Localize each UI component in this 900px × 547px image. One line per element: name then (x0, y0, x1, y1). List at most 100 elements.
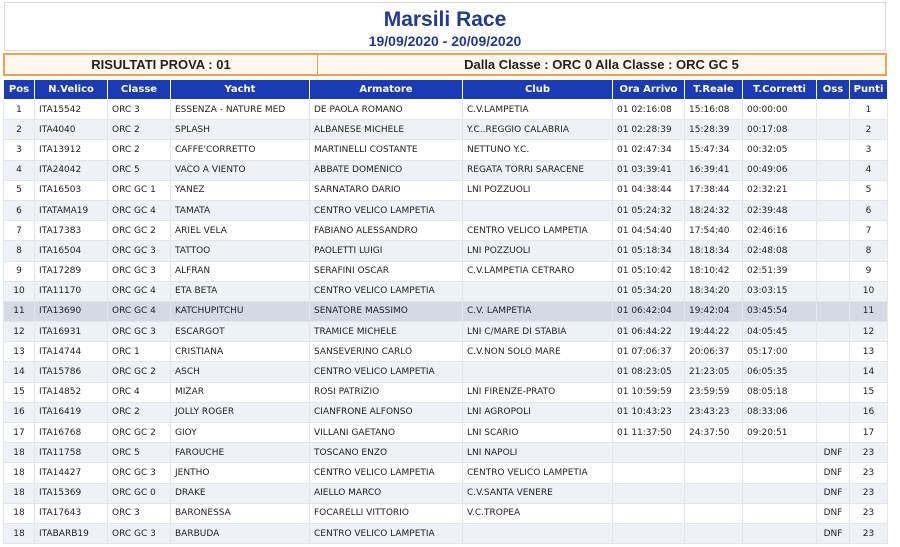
cell-notes (816, 98, 850, 121)
cell-arrival-time: 01 11:37:50 (612, 421, 685, 444)
cell-yacht: KATCHUPITCHU (170, 300, 310, 323)
col-header-corrected-time: T.Corretti (742, 79, 817, 100)
table-row: 7 ITA17383 ORC GC 2 ARIEL VELA FABIANO ALESS… (3, 220, 888, 242)
cell-owner: CENTRO VELICO LAMPETIA (309, 522, 463, 545)
cell-sail-number: ITA17289 (34, 260, 108, 282)
cell-class: ORC GC 3 (107, 522, 171, 545)
cell-class: ORC 4 (107, 381, 171, 403)
table-row: 3 ITA13912 ORC 2 CAFFE'CORRETTO MARTINELLI C… (3, 139, 888, 161)
cell-arrival-time (612, 502, 685, 524)
cell-arrival-time: 01 08:23:05 (612, 361, 685, 383)
cell-sail-number: ITA14427 (34, 462, 108, 484)
cell-notes (816, 280, 850, 302)
cell-arrival-time: 01 05:10:42 (612, 260, 685, 282)
title-box: Marsili Race 19/09/2020 - 20/09/2020 (4, 2, 886, 51)
cell-points: 12 (849, 321, 888, 343)
cell-pos: 4 (3, 159, 35, 181)
cell-real-time: 17:54:40 (684, 220, 743, 242)
cell-points: 6 (849, 199, 888, 222)
cell-class: ORC 2 (107, 119, 171, 141)
cell-owner: TOSCANO ENZO (309, 442, 463, 464)
cell-club: C.V.LAMPETIA CETRARO (462, 260, 613, 282)
cell-real-time: 20:06:37 (684, 341, 743, 363)
cell-arrival-time: 01 04:54:40 (612, 220, 685, 242)
cell-real-time: 15:28:39 (684, 119, 743, 141)
cell-notes: DNF (816, 522, 850, 545)
cell-class: ORC GC 3 (107, 240, 171, 262)
cell-class: ORC GC 4 (107, 300, 171, 323)
table-row: 15 ITA14852 ORC 4 MIZAR ROSI PATRIZIO LNI FIR… (3, 381, 888, 403)
cell-club (462, 522, 613, 545)
cell-points: 14 (849, 361, 888, 383)
info-bar: RISULTATI PROVA : 01 Dalla Classe : ORC … (3, 53, 887, 76)
cell-owner: CIANFRONE ALFONSO (309, 401, 463, 424)
cell-pos: 11 (3, 300, 35, 323)
cell-club (462, 361, 613, 383)
cell-club (462, 280, 613, 302)
cell-notes (816, 220, 850, 242)
cell-club: LNI AGROPOLI (462, 401, 613, 424)
cell-owner: FABIANO ALESSANDRO (309, 220, 463, 242)
cell-points: 4 (849, 159, 888, 181)
cell-sail-number: ITATAMA19 (34, 199, 108, 222)
cell-notes (816, 179, 850, 201)
cell-club: V.C.TROPEA (462, 502, 613, 524)
cell-sail-number: ITA14852 (34, 381, 108, 403)
cell-corrected-time (742, 502, 817, 524)
cell-corrected-time (742, 522, 817, 545)
cell-corrected-time: 08:05:18 (742, 381, 817, 403)
cell-corrected-time (742, 462, 817, 484)
cell-sail-number: ITA4040 (34, 119, 108, 141)
page-title: Marsili Race (383, 8, 507, 31)
cell-points: 9 (849, 260, 888, 282)
cell-corrected-time: 00:32:05 (742, 139, 817, 161)
cell-class: ORC GC 4 (107, 199, 171, 222)
cell-club: REGATA TORRI SARACENE (462, 159, 613, 181)
col-header-real-time: T.Reale (684, 79, 743, 100)
cell-yacht: ASCH (170, 361, 310, 383)
cell-arrival-time: 01 06:44:22 (612, 321, 685, 343)
cell-owner: PAOLETTI LUIGI (309, 240, 463, 262)
table-row: 5 ITA16503 ORC GC 1 YANEZ SARNATARO DARIO LNI… (3, 179, 888, 201)
cell-sail-number: ITA13912 (34, 139, 108, 161)
cell-points: 8 (849, 240, 888, 262)
cell-points: 23 (849, 502, 888, 524)
cell-real-time: 24:37:50 (684, 421, 743, 444)
cell-arrival-time: 01 02:28:39 (612, 119, 685, 141)
cell-class: ORC 2 (107, 139, 171, 161)
cell-corrected-time: 00:00:00 (742, 98, 817, 121)
cell-yacht: JENTHO (170, 462, 310, 484)
table-row: 10 ITA11170 ORC GC 4 ETA BETA CENTRO VELICO … (3, 280, 888, 302)
table-row: 16 ITA16419 ORC 2 JOLLY ROGER CIANFRONE ALFO… (3, 401, 888, 424)
cell-points: 23 (849, 442, 888, 464)
cell-owner: VILLANI GAETANO (309, 421, 463, 444)
cell-arrival-time (612, 522, 685, 545)
cell-sail-number: ITA17643 (34, 502, 108, 524)
cell-real-time (684, 502, 743, 524)
cell-owner: FOCARELLI VITTORIO (309, 502, 463, 524)
col-header-arrival-time: Ora Arrivo (612, 79, 685, 100)
cell-real-time (684, 442, 743, 464)
cell-points: 10 (849, 280, 888, 302)
cell-sail-number: ITA17383 (34, 220, 108, 242)
cell-real-time (684, 482, 743, 504)
cell-corrected-time: 00:17:08 (742, 119, 817, 141)
cell-pos: 7 (3, 220, 35, 242)
cell-owner: ALBANESE MICHELE (309, 119, 463, 141)
cell-pos: 2 (3, 119, 35, 141)
cell-sail-number: ITA16931 (34, 321, 108, 343)
cell-notes: DNF (816, 462, 850, 484)
col-header-points: Punti (849, 79, 888, 100)
cell-arrival-time: 01 05:18:34 (612, 240, 685, 262)
cell-real-time: 23:59:59 (684, 381, 743, 403)
cell-corrected-time: 05:17:00 (742, 341, 817, 363)
table-row: 18 ITA11758 ORC 5 FAROUCHE TOSCANO ENZO LNI N… (3, 442, 888, 464)
cell-points: 13 (849, 341, 888, 363)
cell-sail-number: ITA11170 (34, 280, 108, 302)
cell-real-time: 18:34:20 (684, 280, 743, 302)
cell-notes (816, 300, 850, 323)
cell-owner: AIELLO MARCO (309, 482, 463, 504)
table-header-row: Pos N.Velico Classe Yacht Armatore Club … (3, 79, 888, 100)
cell-sail-number: ITA16503 (34, 179, 108, 201)
